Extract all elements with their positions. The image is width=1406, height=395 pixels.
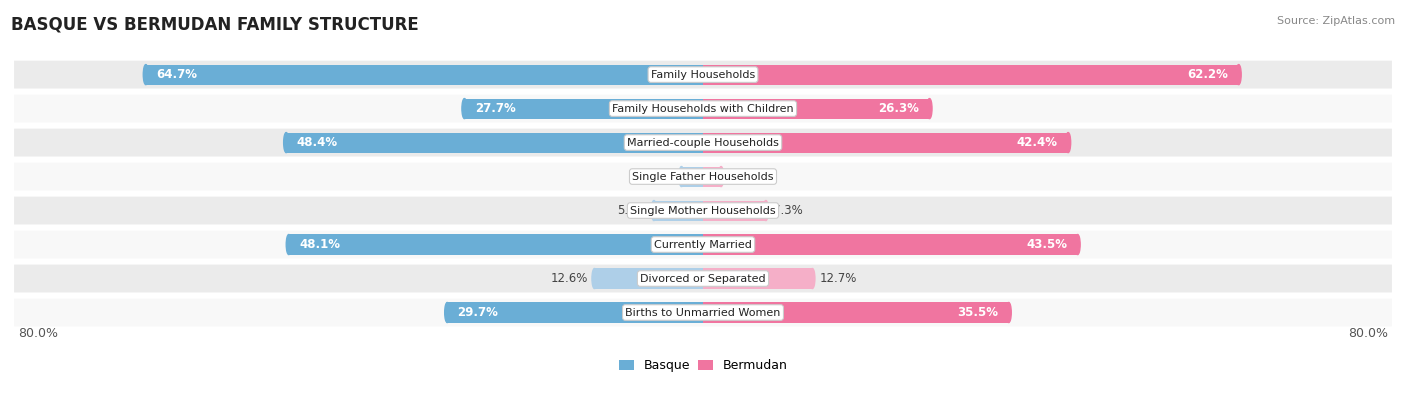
Circle shape bbox=[1236, 64, 1241, 85]
FancyBboxPatch shape bbox=[14, 197, 1392, 224]
FancyBboxPatch shape bbox=[14, 299, 1392, 326]
Text: 80.0%: 80.0% bbox=[1347, 327, 1388, 340]
FancyBboxPatch shape bbox=[14, 129, 1392, 156]
Text: 12.6%: 12.6% bbox=[550, 272, 588, 285]
Circle shape bbox=[1076, 235, 1080, 254]
FancyBboxPatch shape bbox=[14, 163, 1392, 190]
Bar bbox=[682, 167, 703, 186]
Text: Currently Married: Currently Married bbox=[654, 239, 752, 250]
Circle shape bbox=[718, 167, 724, 186]
Circle shape bbox=[143, 64, 149, 85]
Bar bbox=[447, 303, 703, 323]
Text: BASQUE VS BERMUDAN FAMILY STRUCTURE: BASQUE VS BERMUDAN FAMILY STRUCTURE bbox=[11, 16, 419, 34]
Text: Family Households with Children: Family Households with Children bbox=[612, 103, 794, 114]
Text: Family Households: Family Households bbox=[651, 70, 755, 79]
Bar bbox=[703, 98, 929, 118]
Text: Divorced or Separated: Divorced or Separated bbox=[640, 273, 766, 284]
Text: Single Mother Households: Single Mother Households bbox=[630, 205, 776, 216]
Text: Births to Unmarried Women: Births to Unmarried Women bbox=[626, 308, 780, 318]
Bar bbox=[703, 303, 1008, 323]
FancyBboxPatch shape bbox=[14, 95, 1392, 122]
Text: 35.5%: 35.5% bbox=[957, 306, 998, 319]
Bar bbox=[703, 235, 1077, 254]
Text: 5.7%: 5.7% bbox=[617, 204, 647, 217]
Circle shape bbox=[1066, 133, 1071, 152]
Circle shape bbox=[444, 303, 450, 323]
Text: 2.5%: 2.5% bbox=[645, 170, 675, 183]
Text: 48.4%: 48.4% bbox=[297, 136, 337, 149]
Circle shape bbox=[763, 201, 769, 220]
Bar bbox=[703, 201, 766, 220]
Bar bbox=[146, 64, 703, 85]
Bar bbox=[703, 133, 1069, 152]
FancyBboxPatch shape bbox=[14, 231, 1392, 258]
Bar bbox=[288, 235, 703, 254]
Text: 80.0%: 80.0% bbox=[18, 327, 59, 340]
Text: Single Father Households: Single Father Households bbox=[633, 171, 773, 182]
Bar bbox=[464, 98, 703, 118]
Text: Married-couple Households: Married-couple Households bbox=[627, 137, 779, 148]
Text: 62.2%: 62.2% bbox=[1188, 68, 1229, 81]
Text: 64.7%: 64.7% bbox=[156, 68, 197, 81]
Circle shape bbox=[284, 133, 288, 152]
Bar bbox=[703, 64, 1239, 85]
Circle shape bbox=[679, 167, 683, 186]
FancyBboxPatch shape bbox=[14, 61, 1392, 88]
Text: 42.4%: 42.4% bbox=[1017, 136, 1057, 149]
Legend: Basque, Bermudan: Basque, Bermudan bbox=[613, 354, 793, 377]
Text: Source: ZipAtlas.com: Source: ZipAtlas.com bbox=[1277, 16, 1395, 26]
Text: 26.3%: 26.3% bbox=[879, 102, 920, 115]
Bar bbox=[703, 269, 813, 289]
Text: 7.3%: 7.3% bbox=[773, 204, 803, 217]
FancyBboxPatch shape bbox=[14, 265, 1392, 292]
Text: 48.1%: 48.1% bbox=[299, 238, 340, 251]
Text: 29.7%: 29.7% bbox=[457, 306, 499, 319]
Bar bbox=[654, 201, 703, 220]
Circle shape bbox=[463, 98, 467, 118]
Circle shape bbox=[592, 269, 598, 289]
Circle shape bbox=[927, 98, 932, 118]
Bar bbox=[595, 269, 703, 289]
Bar bbox=[703, 167, 721, 186]
Circle shape bbox=[287, 235, 291, 254]
Text: 12.7%: 12.7% bbox=[820, 272, 856, 285]
Text: 2.1%: 2.1% bbox=[728, 170, 758, 183]
Circle shape bbox=[810, 269, 815, 289]
Circle shape bbox=[1007, 303, 1011, 323]
Bar bbox=[287, 133, 703, 152]
Circle shape bbox=[651, 201, 657, 220]
Text: 43.5%: 43.5% bbox=[1026, 238, 1067, 251]
Text: 27.7%: 27.7% bbox=[475, 102, 516, 115]
